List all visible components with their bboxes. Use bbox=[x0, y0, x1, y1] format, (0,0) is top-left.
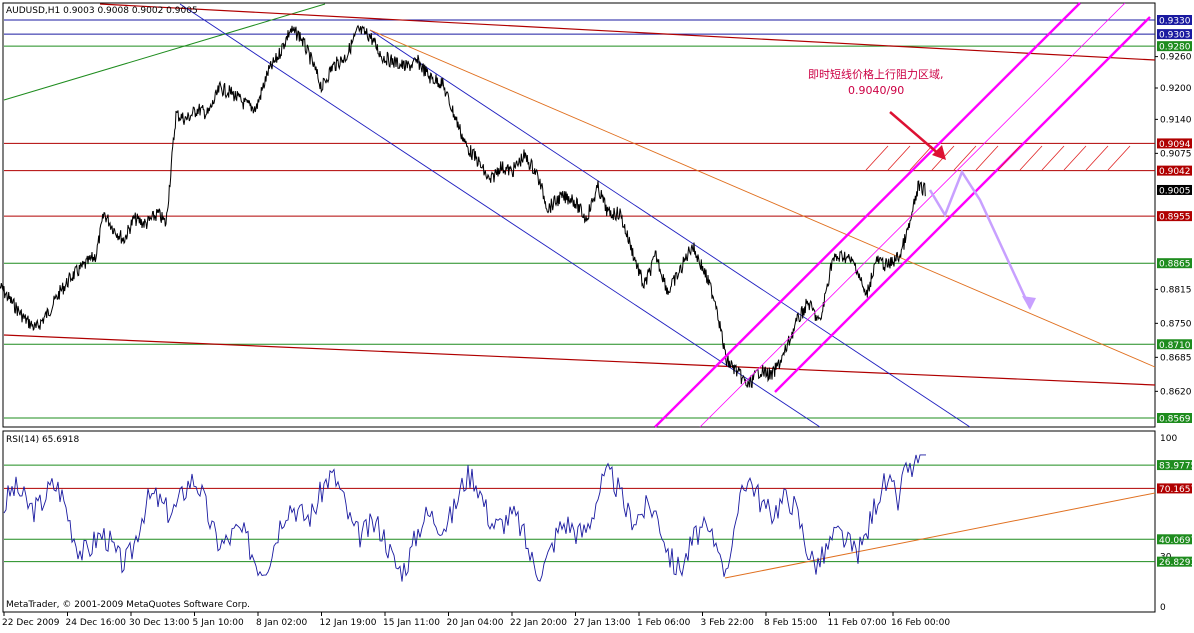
rsi-level-tags: 83.9775 70.1657 40.0697 26.8293 bbox=[1157, 460, 1194, 568]
time-tick-label: 24 Dec 16:00 bbox=[66, 618, 127, 628]
price-tick-label: 0.8750 bbox=[1160, 319, 1192, 329]
channel-upper bbox=[654, 2, 1081, 428]
price-level-tags: 0.9330 0.9303 0.9280 0.9094 0.9042 0.8955 0.88… bbox=[1157, 15, 1192, 425]
price-axis: 0.9260 0.9200 0.9140 0.9075 0.8815 0.8750 0.86… bbox=[1155, 53, 1192, 397]
price-tick-label: 0.9075 bbox=[1160, 149, 1192, 159]
rsi-level-tag: 70.1657 bbox=[1157, 483, 1194, 495]
rsi-line bbox=[3, 454, 926, 582]
forecast-path bbox=[928, 169, 1032, 309]
level-tag: 0.9330 bbox=[1157, 15, 1192, 27]
current-price-tag: 0.9005 bbox=[1157, 184, 1192, 196]
trendlines bbox=[3, 3, 1156, 428]
level-tag: 0.8955 bbox=[1157, 211, 1192, 223]
rsi-trendline bbox=[724, 492, 1156, 579]
level-tag-text: 0.8710 bbox=[1159, 341, 1191, 351]
time-tick-label: 5 Jan 10:00 bbox=[193, 618, 245, 628]
level-tag-text: 0.9330 bbox=[1159, 17, 1191, 27]
price-tick-label: 0.9140 bbox=[1160, 115, 1192, 125]
trendline bbox=[3, 334, 1156, 386]
time-tick-label: 22 Jan 20:00 bbox=[510, 618, 567, 628]
price-tick-label: 0.8620 bbox=[1160, 387, 1192, 397]
time-axis: 22 Dec 2009 24 Dec 16:00 30 Dec 13:00 5 Jan… bbox=[2, 612, 950, 628]
time-tick-label: 3 Feb 22:00 bbox=[701, 618, 755, 628]
svg-text:0.9005: 0.9005 bbox=[1159, 186, 1191, 196]
rsi-series bbox=[3, 454, 926, 582]
time-tick-label: 8 Feb 15:00 bbox=[764, 618, 818, 628]
time-tick-label: 20 Jan 04:00 bbox=[447, 618, 504, 628]
rsi-tick-label: 0 bbox=[1160, 603, 1166, 613]
price-level-lines bbox=[4, 19, 1155, 419]
level-tag-text: 0.8955 bbox=[1159, 213, 1191, 223]
annotation-arrow bbox=[889, 111, 941, 156]
price-tick-label: 0.9200 bbox=[1160, 84, 1192, 94]
level-tag: 0.9303 bbox=[1157, 29, 1192, 41]
svg-text:40.0697: 40.0697 bbox=[1159, 536, 1194, 546]
time-tick-label: 15 Jan 11:00 bbox=[383, 618, 440, 628]
level-tag-text: 0.9303 bbox=[1159, 31, 1191, 41]
rsi-level-tag: 26.8293 bbox=[1157, 556, 1194, 568]
price-tick-label: 0.8685 bbox=[1160, 353, 1192, 363]
rsi-level-lines bbox=[4, 464, 1156, 579]
time-tick-label: 27 Jan 13:00 bbox=[574, 618, 631, 628]
trendline bbox=[99, 3, 1156, 61]
channel-mid bbox=[699, 2, 1126, 428]
svg-text:70.1657: 70.1657 bbox=[1159, 485, 1194, 495]
level-tag-text: 0.9042 bbox=[1159, 167, 1191, 177]
level-tag: 0.9094 bbox=[1157, 138, 1192, 150]
level-tag-text: 0.9094 bbox=[1159, 140, 1191, 150]
price-series bbox=[0, 24, 926, 389]
time-tick-label: 12 Jan 19:00 bbox=[320, 618, 377, 628]
rsi-level-tag: 83.9775 bbox=[1157, 460, 1194, 472]
svg-text:26.8293: 26.8293 bbox=[1159, 558, 1194, 568]
rsi-title: RSI(14) 65.6918 bbox=[6, 435, 79, 445]
copyright-text: MetaTrader, © 2001-2009 MetaQuotes Softw… bbox=[6, 600, 250, 610]
level-tag-text: 0.8865 bbox=[1159, 260, 1191, 270]
time-tick-label: 22 Dec 2009 bbox=[2, 618, 60, 628]
price-chart-title: AUDUSD,H1 0.9003 0.9008 0.9002 0.9005 bbox=[6, 6, 198, 16]
rsi-pane bbox=[2, 430, 1156, 613]
time-tick-label: 1 Feb 06:00 bbox=[637, 618, 691, 628]
price-pane bbox=[2, 2, 1156, 428]
trendline bbox=[179, 3, 821, 428]
level-tag: 0.9280 bbox=[1157, 41, 1192, 53]
price-line bbox=[0, 24, 926, 389]
level-tag: 0.9042 bbox=[1157, 165, 1192, 177]
level-tag: 0.8569 bbox=[1157, 413, 1192, 425]
channel-lower bbox=[774, 16, 1151, 393]
rsi-tick-label: 100 bbox=[1160, 434, 1177, 444]
trendline bbox=[369, 29, 1156, 368]
svg-text:83.9775: 83.9775 bbox=[1159, 462, 1194, 472]
price-tick-label: 0.8815 bbox=[1160, 285, 1192, 295]
rsi-level-tag: 40.0697 bbox=[1157, 534, 1194, 546]
annotation-line-1: 即时短线价格上行阻力区域, bbox=[808, 67, 944, 81]
time-tick-label: 11 Feb 07:00 bbox=[828, 618, 887, 628]
price-tick-label: 0.9260 bbox=[1160, 53, 1192, 63]
level-tag-text: 0.8569 bbox=[1159, 415, 1191, 425]
time-tick-label: 30 Dec 13:00 bbox=[129, 618, 190, 628]
level-tag: 0.8865 bbox=[1157, 258, 1192, 270]
annotation-line-2: 0.9040/90 bbox=[848, 84, 904, 97]
level-tag: 0.8710 bbox=[1157, 339, 1192, 351]
trendline bbox=[3, 3, 326, 101]
trendline bbox=[369, 29, 971, 428]
time-tick-label: 16 Feb 00:00 bbox=[891, 618, 950, 628]
channel-overlays bbox=[654, 2, 1151, 428]
time-tick-label: 8 Jan 02:00 bbox=[256, 618, 308, 628]
level-tag-text: 0.9280 bbox=[1159, 43, 1191, 53]
